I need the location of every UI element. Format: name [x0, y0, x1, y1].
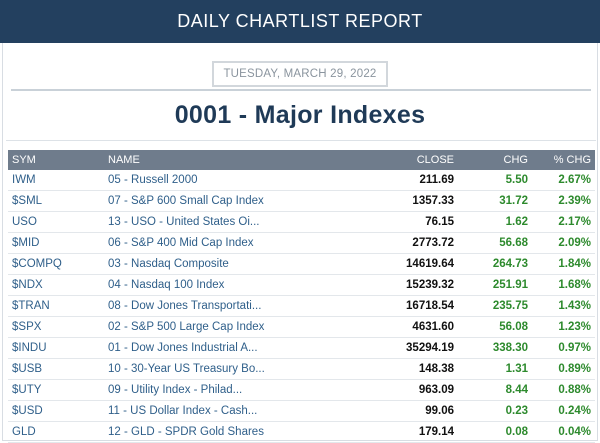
column-header-chg[interactable]: CHG — [503, 154, 528, 166]
close-value: 16718.54 — [406, 300, 454, 312]
change-value: 5.50 — [505, 174, 528, 186]
name-link[interactable]: 07 - S&P 600 Small Cap Index — [108, 195, 264, 207]
table-row[interactable]: IWM 05 - Russell 2000 211.69 5.50 2.67% — [8, 170, 595, 191]
column-header-sym[interactable]: SYM — [12, 154, 36, 166]
change-value: 1.31 — [505, 363, 528, 375]
percent-change-value: 0.04% — [558, 426, 591, 438]
symbol-link[interactable]: $USB — [12, 363, 43, 375]
symbol-link[interactable]: GLD — [12, 426, 36, 438]
symbol-link[interactable]: $TRAN — [12, 300, 50, 312]
name-link[interactable]: 03 - Nasdaq Composite — [108, 258, 229, 270]
change-value: 0.23 — [505, 405, 528, 417]
symbol-link[interactable]: $SPX — [12, 321, 42, 333]
table-row[interactable]: $INDU 01 - Dow Jones Industrial A... 352… — [8, 338, 595, 359]
percent-change-value: 0.24% — [558, 405, 591, 417]
table-row[interactable]: $UTY 09 - Utility Index - Philad... 963.… — [8, 380, 595, 401]
table-row[interactable]: GLD 12 - GLD - SPDR Gold Shares 179.14 0… — [8, 422, 595, 443]
close-value: 179.14 — [418, 426, 454, 438]
close-value: 4631.60 — [412, 321, 454, 333]
table-row[interactable]: $COMPQ 03 - Nasdaq Composite 14619.64 26… — [8, 254, 595, 275]
report-header: DAILY CHARTLIST REPORT — [0, 0, 600, 43]
table-row[interactable]: $SPX 02 - S&P 500 Large Cap Index 4631.6… — [8, 317, 595, 338]
percent-change-value: 1.84% — [558, 258, 591, 270]
name-link[interactable]: 09 - Utility Index - Philad... — [108, 384, 243, 396]
change-value: 0.08 — [505, 426, 528, 438]
percent-change-value: 0.89% — [558, 363, 591, 375]
close-value: 14619.64 — [406, 258, 454, 270]
change-value: 8.44 — [505, 384, 528, 396]
percent-change-value: 2.09% — [558, 237, 591, 249]
close-value: 76.15 — [425, 216, 454, 228]
change-value: 251.91 — [492, 279, 528, 291]
close-value: 2773.72 — [412, 237, 454, 249]
table-row[interactable]: $TRAN 08 - Dow Jones Transportati... 167… — [8, 296, 595, 317]
symbol-link[interactable]: $NDX — [12, 279, 43, 291]
change-value: 1.62 — [505, 216, 528, 228]
date-divider — [11, 89, 591, 91]
name-link[interactable]: 05 - Russell 2000 — [108, 174, 198, 186]
percent-change-value: 1.43% — [558, 300, 591, 312]
symbol-link[interactable]: $INDU — [12, 342, 47, 354]
close-value: 148.38 — [418, 363, 454, 375]
close-value: 99.06 — [425, 405, 454, 417]
percent-change-value: 2.17% — [558, 216, 591, 228]
name-link[interactable]: 13 - USO - United States Oi... — [108, 216, 260, 228]
header-title: DAILY CHARTLIST REPORT — [177, 11, 423, 31]
percent-change-value: 1.23% — [558, 321, 591, 333]
index-table: SYM NAME CLOSE CHG % CHG IWM 05 - Russel… — [8, 150, 595, 443]
symbol-link[interactable]: $UTY — [12, 384, 42, 396]
change-value: 56.08 — [499, 321, 528, 333]
column-header-name[interactable]: NAME — [108, 154, 140, 166]
table-row[interactable]: $USD 11 - US Dollar Index - Cash... 99.0… — [8, 401, 595, 422]
name-link[interactable]: 10 - 30-Year US Treasury Bo... — [108, 363, 265, 375]
close-value: 963.09 — [418, 384, 454, 396]
column-header-pct-chg[interactable]: % CHG — [553, 154, 591, 166]
symbol-link[interactable]: USO — [12, 216, 37, 228]
symbol-link[interactable]: $SML — [12, 195, 43, 207]
report-frame — [2, 43, 598, 441]
percent-change-value: 0.97% — [558, 342, 591, 354]
change-value: 264.73 — [492, 258, 528, 270]
column-header-close[interactable]: CLOSE — [416, 154, 454, 166]
name-link[interactable]: 04 - Nasdaq 100 Index — [108, 279, 225, 291]
symbol-link[interactable]: $MID — [12, 237, 40, 249]
percent-change-value: 1.68% — [558, 279, 591, 291]
symbol-link[interactable]: $USD — [12, 405, 43, 417]
name-link[interactable]: 12 - GLD - SPDR Gold Shares — [108, 426, 264, 438]
report-date: TUESDAY, MARCH 29, 2022 — [212, 61, 388, 87]
symbol-link[interactable]: IWM — [12, 174, 36, 186]
title-divider — [6, 140, 596, 141]
change-value: 56.68 — [499, 237, 528, 249]
change-value: 235.75 — [492, 300, 528, 312]
change-value: 338.30 — [492, 342, 528, 354]
name-link[interactable]: 01 - Dow Jones Industrial A... — [108, 342, 258, 354]
table-row[interactable]: USO 13 - USO - United States Oi... 76.15… — [8, 212, 595, 233]
table-row[interactable]: $SML 07 - S&P 600 Small Cap Index 1357.3… — [8, 191, 595, 212]
table-row[interactable]: $USB 10 - 30-Year US Treasury Bo... 148.… — [8, 359, 595, 380]
symbol-link[interactable]: $COMPQ — [12, 258, 62, 270]
table-row[interactable]: $MID 06 - S&P 400 Mid Cap Index 2773.72 … — [8, 233, 595, 254]
close-value: 1357.33 — [412, 195, 454, 207]
close-value: 15239.32 — [406, 279, 454, 291]
percent-change-value: 2.39% — [558, 195, 591, 207]
date-container: TUESDAY, MARCH 29, 2022 — [0, 61, 600, 87]
name-link[interactable]: 06 - S&P 400 Mid Cap Index — [108, 237, 254, 249]
change-value: 31.72 — [499, 195, 528, 207]
name-link[interactable]: 11 - US Dollar Index - Cash... — [108, 405, 258, 417]
close-value: 211.69 — [419, 174, 454, 186]
percent-change-value: 2.67% — [558, 174, 591, 186]
name-link[interactable]: 02 - S&P 500 Large Cap Index — [108, 321, 265, 333]
table-row[interactable]: $NDX 04 - Nasdaq 100 Index 15239.32 251.… — [8, 275, 595, 296]
chartlist-title: 0001 - Major Indexes — [174, 101, 426, 129]
percent-change-value: 0.88% — [558, 384, 591, 396]
table-header-row: SYM NAME CLOSE CHG % CHG — [8, 150, 595, 170]
name-link[interactable]: 08 - Dow Jones Transportati... — [108, 300, 262, 312]
close-value: 35294.19 — [406, 342, 454, 354]
